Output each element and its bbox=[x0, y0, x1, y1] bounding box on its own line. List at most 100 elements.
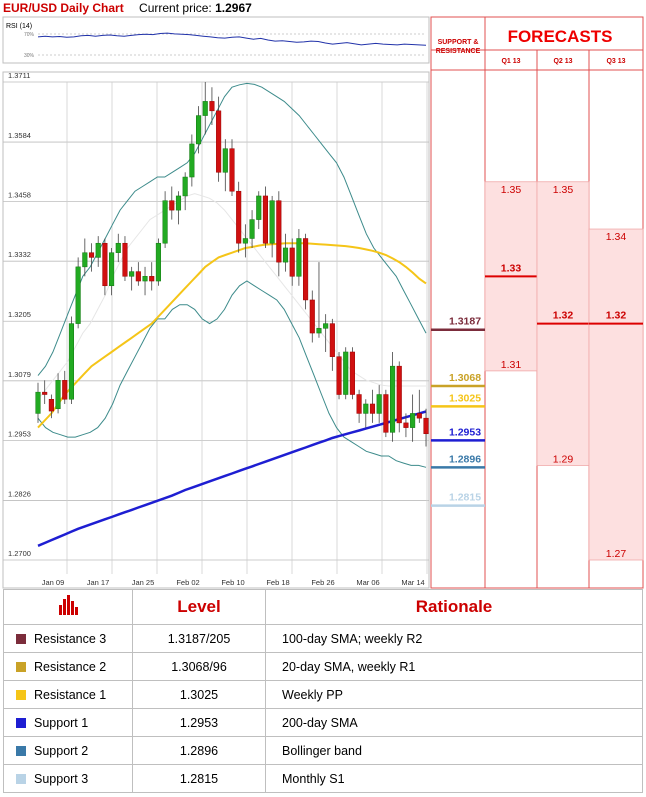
candle-body bbox=[269, 200, 275, 244]
candle-body bbox=[296, 238, 302, 277]
candle-body bbox=[396, 365, 402, 424]
level-rationale: 20-day SMA, weekly R1 bbox=[265, 652, 643, 681]
forecast-mid-label: 1.32 bbox=[606, 310, 627, 322]
price-grid bbox=[3, 81, 429, 574]
level-name: Support 3 bbox=[34, 771, 89, 786]
table-row: Resistance 3 1.3187/205 100-day SMA; weekl… bbox=[3, 624, 643, 653]
y-tick-label: 1.3205 bbox=[8, 310, 31, 319]
candle-body bbox=[48, 398, 54, 412]
rsi-frame bbox=[2, 16, 430, 64]
bar-chart-icon bbox=[59, 594, 78, 615]
candle-body bbox=[363, 403, 369, 414]
chart-area: RSI (14) 70% 30% 1.37111.35841.34581.333… bbox=[2, 16, 644, 589]
sr-label-line1: SUPPORT & bbox=[438, 39, 479, 46]
candle-body bbox=[155, 242, 161, 282]
level-value: 1.3187/205 bbox=[132, 624, 266, 653]
candle-body bbox=[423, 417, 429, 435]
candle-body bbox=[189, 143, 195, 178]
candle-body bbox=[416, 413, 422, 419]
levels-header-rationale: Rationale bbox=[265, 589, 643, 625]
candle-body bbox=[303, 238, 309, 301]
level-value: 1.3025 bbox=[132, 680, 266, 709]
chart-title: EUR/USD Daily Chart bbox=[3, 1, 124, 15]
forecast-title: FORECASTS bbox=[508, 27, 613, 46]
candle-body bbox=[142, 276, 148, 282]
y-axis-ticks: 1.3711 1.3584 1.3458 1.3332 1.3205 1.3079 1.29… bbox=[8, 71, 31, 558]
level-name-cell: Resistance 3 bbox=[3, 624, 133, 653]
forecast-low-label: 1.31 bbox=[501, 359, 522, 371]
y-tick-label: 1.2700 bbox=[8, 549, 31, 558]
sr-level-label: 1.2953 bbox=[449, 426, 481, 438]
forecast-mid-label: 1.32 bbox=[553, 310, 574, 322]
forecast-q3-header: Q3 13 bbox=[606, 58, 625, 65]
forecast-q2-header: Q2 13 bbox=[553, 58, 572, 65]
forecast-range bbox=[588, 228, 644, 561]
candle-body bbox=[149, 276, 155, 282]
levels-table-icon-cell bbox=[3, 589, 133, 625]
current-price-value: 1.2967 bbox=[215, 1, 252, 15]
y-tick-label: 1.3711 bbox=[8, 71, 30, 80]
levels-table-header: Level Rationale bbox=[3, 589, 643, 625]
x-tick-label: Feb 10 bbox=[221, 578, 244, 587]
sr-level-label: 1.2896 bbox=[449, 453, 481, 465]
level-value: 1.2953 bbox=[132, 708, 266, 737]
table-row: Resistance 2 1.3068/96 20-day SMA, weekly … bbox=[3, 652, 643, 681]
candle-body bbox=[42, 391, 48, 395]
table-row: Resistance 1 1.3025 Weekly PP bbox=[3, 680, 643, 709]
chart-header: EUR/USD Daily Chart Current price: 1.296… bbox=[3, 0, 252, 16]
level-name-cell: Resistance 2 bbox=[3, 652, 133, 681]
candle-body bbox=[75, 266, 81, 324]
candle-body bbox=[222, 148, 228, 173]
forecast-panel: SUPPORT & RESISTANCE FORECASTS Q1 13 Q2 … bbox=[430, 16, 644, 589]
y-tick-label: 1.3079 bbox=[8, 370, 31, 379]
level-name-cell: Support 1 bbox=[3, 708, 133, 737]
level-name-cell: Support 3 bbox=[3, 764, 133, 793]
level-rationale: 100-day SMA; weekly R2 bbox=[265, 624, 643, 653]
forecast-q1-header: Q1 13 bbox=[501, 58, 520, 65]
y-tick-label: 1.2826 bbox=[8, 489, 31, 498]
candle-body bbox=[209, 101, 215, 112]
candle-body bbox=[196, 115, 202, 145]
candle-body bbox=[95, 242, 101, 258]
current-price-label: Current price: bbox=[139, 1, 212, 15]
level-value: 1.2896 bbox=[132, 736, 266, 765]
candle-body bbox=[282, 247, 289, 263]
rsi-panel: RSI (14) 70% 30% bbox=[2, 16, 430, 64]
rsi-line bbox=[37, 32, 427, 46]
candle-body bbox=[390, 365, 396, 433]
sr-level-tags: 1.3187 1.3068 1.3025 1.2953 1.2896 1.2815 bbox=[431, 316, 485, 507]
rsi-tick-30: 30% bbox=[24, 53, 35, 59]
levels-table: Level Rationale Resistance 3 1.3187/205 10… bbox=[3, 589, 643, 793]
sr-level-label: 1.2815 bbox=[449, 492, 481, 504]
y-tick-label: 1.2953 bbox=[8, 429, 31, 438]
x-tick-label: Jan 09 bbox=[42, 578, 65, 587]
x-tick-label: Feb 26 bbox=[311, 578, 334, 587]
forecast-ranges: 1.35 1.33 1.31 1.35 1.32 1.29 1.34 1.32 1.27 bbox=[484, 181, 644, 561]
forecast-high-label: 1.35 bbox=[501, 184, 522, 196]
bollinger-middle bbox=[37, 193, 426, 400]
forecast-high-label: 1.35 bbox=[553, 184, 574, 196]
candle-body bbox=[82, 252, 88, 268]
candle-body bbox=[403, 422, 409, 428]
level-name: Support 1 bbox=[34, 715, 89, 730]
level-value: 1.3068/96 bbox=[132, 652, 266, 681]
candle-body bbox=[343, 351, 349, 395]
level-name-cell: Support 2 bbox=[3, 736, 133, 765]
x-tick-label: Jan 25 bbox=[132, 578, 155, 587]
candle-body bbox=[256, 195, 262, 220]
level-value: 1.2815 bbox=[132, 764, 266, 793]
candles bbox=[35, 82, 429, 447]
candle-body bbox=[336, 356, 342, 395]
candle-body bbox=[376, 394, 382, 414]
rsi-tick-70: 70% bbox=[24, 32, 35, 38]
sr-level-label: 1.3068 bbox=[449, 372, 481, 384]
candle-body bbox=[109, 252, 115, 287]
level-name: Resistance 3 bbox=[34, 631, 107, 646]
sr-level-label: 1.3187 bbox=[449, 316, 481, 328]
level-name: Resistance 2 bbox=[34, 659, 107, 674]
level-color-swatch bbox=[16, 718, 26, 729]
candle-body bbox=[242, 238, 248, 244]
x-tick-label: Mar 06 bbox=[356, 578, 379, 587]
candle-body bbox=[289, 247, 295, 277]
candle-body bbox=[249, 219, 255, 239]
